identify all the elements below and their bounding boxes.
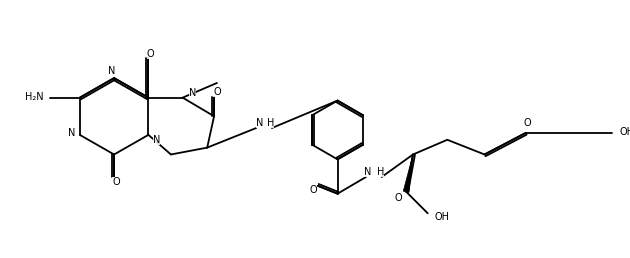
Polygon shape — [403, 155, 413, 192]
Text: N: N — [256, 118, 263, 128]
Text: H₂N: H₂N — [25, 92, 43, 102]
Text: OH: OH — [435, 212, 450, 222]
Text: H: H — [267, 118, 274, 128]
Text: O: O — [147, 49, 154, 59]
Text: O: O — [309, 185, 317, 195]
Text: N: N — [152, 135, 160, 145]
Text: N: N — [365, 167, 372, 177]
Text: O: O — [213, 87, 220, 97]
Text: OH: OH — [620, 127, 630, 137]
Text: N: N — [68, 128, 76, 138]
Text: N: N — [188, 88, 196, 98]
Text: N: N — [108, 66, 116, 76]
Text: O: O — [394, 193, 402, 203]
Text: O: O — [112, 177, 120, 187]
Text: O: O — [524, 118, 532, 128]
Text: H: H — [377, 167, 384, 177]
